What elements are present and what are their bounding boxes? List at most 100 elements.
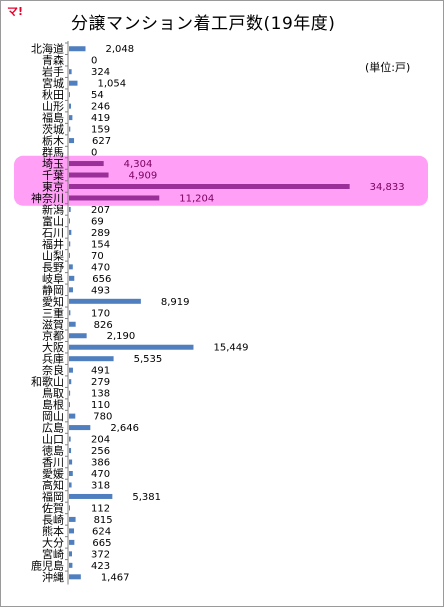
bar: [69, 218, 70, 224]
value-label: 5,535: [134, 354, 163, 365]
category-label: 高知: [42, 478, 64, 492]
value-label: 491: [91, 366, 110, 377]
value-label: 170: [91, 308, 110, 319]
value-label: 493: [91, 285, 110, 296]
value-label: 318: [91, 480, 110, 491]
value-label: 110: [91, 400, 110, 411]
bar: [69, 206, 71, 212]
category-label: 福岡: [42, 489, 64, 503]
bar: [69, 482, 72, 488]
bar: [69, 425, 91, 431]
category-label: 富山: [42, 214, 64, 228]
value-label: 154: [91, 239, 110, 250]
value-label: 159: [91, 125, 110, 136]
value-label: 34,833: [370, 182, 405, 193]
category-label: 山形: [42, 100, 64, 113]
value-label: 665: [92, 538, 111, 549]
bar: [69, 448, 72, 454]
category-label: 岩手: [42, 65, 64, 79]
bar: [69, 344, 194, 350]
value-label: 289: [91, 228, 110, 239]
category-label: 大分: [42, 535, 64, 549]
value-label: 207: [91, 205, 110, 216]
logo-box: マ!: [4, 5, 24, 18]
category-label: 青森: [42, 53, 64, 67]
value-label: 69: [91, 216, 104, 227]
bar: [69, 333, 87, 339]
category-label: 佐賀: [42, 501, 64, 515]
chart-title: 分譲マンション着工戸数(19年度): [71, 14, 336, 34]
highlight-band: [14, 155, 428, 206]
bar: [69, 138, 75, 144]
category-label: 長崎: [42, 512, 64, 526]
value-label: 1,054: [97, 79, 126, 90]
category-label: 兵庫: [42, 352, 64, 366]
bar: [69, 229, 72, 235]
category-label: 静岡: [42, 283, 64, 297]
category-label: 岐阜: [42, 272, 64, 285]
bar: [69, 505, 70, 511]
category-label: 福島: [42, 111, 64, 125]
bar: [69, 379, 72, 385]
value-label: 15,449: [213, 343, 248, 354]
category-label: 鹿児島: [31, 558, 64, 572]
category-label: 埼玉: [42, 157, 64, 171]
value-label: 2,190: [107, 331, 136, 342]
category-label: 沖縄: [42, 570, 64, 584]
bar: [69, 264, 73, 270]
value-label: 138: [91, 389, 110, 400]
category-label: 福井: [42, 237, 64, 251]
category-label: 和歌山: [31, 375, 64, 389]
category-label: 茨城: [42, 122, 64, 136]
category-label: 京都: [42, 329, 64, 343]
value-label: 70: [91, 251, 104, 262]
bar: [69, 126, 71, 132]
value-label: 419: [91, 113, 110, 124]
bar: [69, 551, 72, 557]
category-label: 東京: [42, 180, 64, 194]
bar: [69, 172, 109, 178]
category-label: 香川: [42, 456, 64, 469]
category-label: 徳島: [42, 444, 64, 458]
category-label: 新潟: [42, 202, 64, 216]
value-label: 372: [91, 549, 110, 560]
value-label: 624: [92, 526, 111, 537]
value-label: 11,204: [179, 193, 214, 204]
bar: [69, 310, 71, 316]
value-label: 470: [91, 469, 110, 480]
value-label: 204: [91, 435, 110, 446]
bar: [69, 562, 73, 568]
bar: [69, 241, 71, 247]
value-label: 815: [94, 515, 113, 526]
value-label: 780: [93, 412, 112, 423]
bar: [69, 436, 71, 442]
bar: [69, 69, 72, 75]
brand-logo: マ!: [7, 5, 24, 18]
category-label: 山口: [42, 433, 64, 446]
value-label: 627: [92, 136, 111, 147]
value-label: 4,909: [129, 171, 158, 182]
category-label: 広島: [42, 421, 64, 435]
value-label: 54: [91, 90, 104, 101]
bar: [69, 471, 73, 476]
bar: [69, 493, 113, 499]
value-label: 1,467: [101, 572, 130, 583]
category-label: 宮城: [42, 76, 64, 90]
category-label: 愛知: [42, 294, 64, 308]
bar: [69, 459, 73, 465]
bar: [69, 528, 75, 534]
category-label: 神奈川: [31, 191, 64, 205]
bar: [69, 356, 114, 362]
value-label: 8,919: [161, 297, 190, 308]
category-label: 愛媛: [42, 467, 64, 481]
category-label: 群馬: [42, 145, 64, 159]
bar: [69, 539, 75, 545]
bar: [69, 367, 73, 373]
bar: [69, 321, 76, 327]
value-label: 656: [92, 274, 111, 285]
category-label: 栃木: [42, 134, 64, 148]
bar: [69, 184, 350, 189]
category-label: 鳥取: [42, 386, 64, 400]
